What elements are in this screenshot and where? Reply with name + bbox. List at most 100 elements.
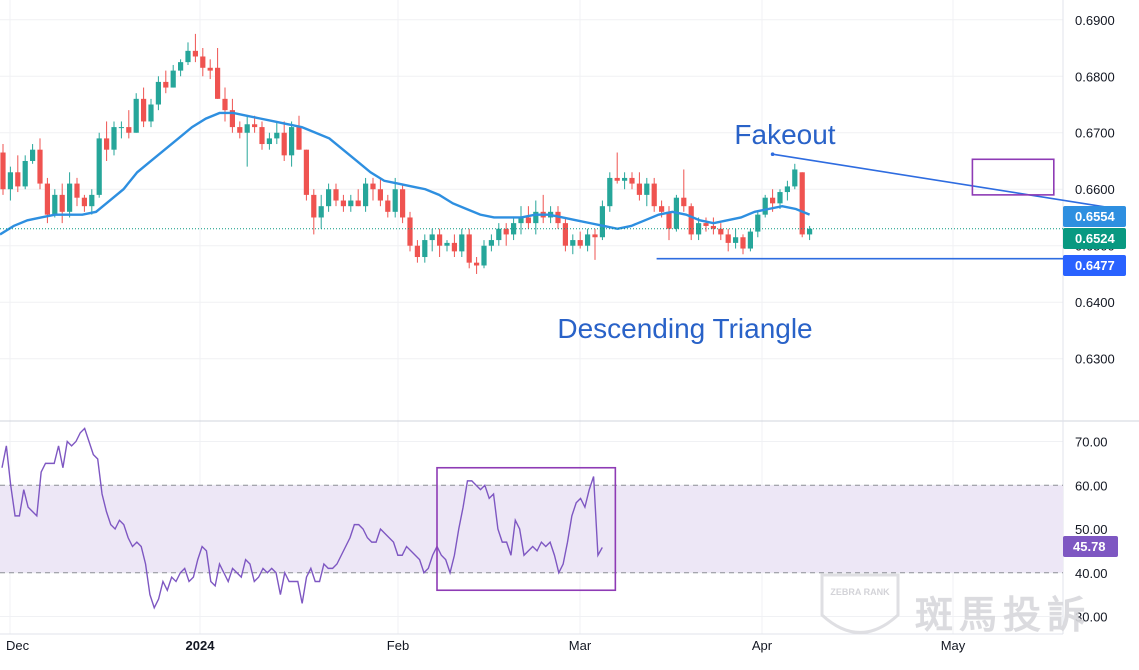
candle-body <box>0 152 6 190</box>
candle-body <box>599 206 605 238</box>
rsi-value-text: 45.78 <box>1073 539 1106 554</box>
candle-body <box>370 183 376 190</box>
price-axis: 0.69000.68000.67000.66000.65000.64000.63… <box>1075 13 1115 367</box>
fakeout-label: Fakeout <box>734 119 835 150</box>
price-tick-label: 0.6700 <box>1075 126 1115 141</box>
candle-body <box>237 127 243 133</box>
rsi-highlight-box <box>436 466 617 592</box>
candle-body <box>784 186 790 193</box>
ma-price-badge <box>1063 206 1126 227</box>
ema-line <box>0 111 1114 592</box>
candle-body <box>718 228 724 235</box>
rsi-line <box>1 427 603 610</box>
candle-body <box>577 240 583 246</box>
candle-body <box>155 81 161 105</box>
candle-body <box>81 197 87 207</box>
candle-body <box>37 149 43 184</box>
annotations: Fakeout Descending Triangle <box>557 119 835 344</box>
candle-body <box>363 183 369 207</box>
candle-body <box>762 197 768 215</box>
candle-body <box>525 217 531 224</box>
candle-body <box>570 240 576 246</box>
rsi-tick-label: 40.00 <box>1075 566 1108 581</box>
time-tick-label: Mar <box>569 638 592 653</box>
time-tick-label: Dec <box>6 638 30 653</box>
candle-body <box>296 127 302 150</box>
candle-body <box>429 234 435 241</box>
time-tick-label: May <box>941 638 966 653</box>
candle-body <box>266 138 272 145</box>
candle-body <box>733 237 739 243</box>
candle-body <box>96 138 102 195</box>
candles <box>0 33 813 274</box>
candle-body <box>333 189 339 201</box>
candle-body <box>740 237 746 249</box>
last-price-badge <box>1063 228 1126 249</box>
rsi-axis: 70.00 60.00 50.00 40.00 30.00 <box>1075 435 1108 625</box>
candle-body <box>15 172 21 187</box>
candle-body <box>244 124 250 133</box>
candle-body <box>799 172 805 235</box>
candle-body <box>259 127 265 145</box>
rsi-tick-label: 70.00 <box>1075 435 1108 450</box>
candle-body <box>355 200 361 207</box>
candle-body <box>252 124 258 128</box>
candle-body <box>481 245 487 266</box>
candle-body <box>466 234 472 263</box>
candle-body <box>592 234 598 238</box>
price-badges: 0.6554 0.6524 0.6477 45.78 <box>1063 206 1126 557</box>
candle-body <box>414 245 420 258</box>
candle-body <box>533 211 539 224</box>
candle-body <box>710 225 716 229</box>
candle-body <box>703 223 709 226</box>
candle-body <box>178 62 184 71</box>
candle-body <box>89 194 95 207</box>
rsi-tick-label: 60.00 <box>1075 478 1108 493</box>
candle-body <box>44 183 50 215</box>
candle-body <box>666 211 672 229</box>
candle-body <box>407 217 413 246</box>
candle-body <box>607 177 613 207</box>
candle-body <box>451 242 457 252</box>
candle-body <box>777 192 783 204</box>
time-axis: Dec 2024 Feb Mar Apr May <box>6 638 966 653</box>
candle-body <box>111 127 117 150</box>
candle-body <box>348 200 354 207</box>
candle-body <box>585 234 591 246</box>
candle-body <box>629 177 635 184</box>
candle-body <box>400 189 406 218</box>
candle-body <box>318 206 324 218</box>
candle-body <box>688 206 694 235</box>
candle-body <box>496 228 502 241</box>
last-price-text: 0.6524 <box>1075 231 1116 246</box>
ma-price-text: 0.6554 <box>1075 209 1116 224</box>
price-tick-label: 0.6600 <box>1075 182 1115 197</box>
candle-body <box>222 98 228 111</box>
candle-body <box>807 228 813 235</box>
candle-body <box>200 56 206 68</box>
watermark-brand: ZEBRA RANK <box>830 587 890 597</box>
support-price-badge <box>1063 255 1126 276</box>
candle-body <box>518 217 524 224</box>
candle-body <box>770 197 776 204</box>
rsi-tick-label: 30.00 <box>1075 610 1108 625</box>
candle-body <box>340 200 346 207</box>
candle-body <box>274 132 280 139</box>
candle-body <box>163 81 169 88</box>
candle-body <box>437 234 443 246</box>
candle-body <box>170 70 176 88</box>
candle-body <box>229 110 235 128</box>
candle-body <box>192 50 198 57</box>
candle-body <box>614 177 620 181</box>
price-tick-label: 0.6900 <box>1075 13 1115 28</box>
candle-body <box>133 98 139 133</box>
zebra-shield-icon <box>820 573 900 634</box>
time-tick-label: Apr <box>752 638 773 653</box>
candle-body <box>725 234 731 243</box>
candle-body <box>622 177 628 181</box>
candle-body <box>392 189 398 212</box>
candle-body <box>311 194 317 218</box>
candle-body <box>747 231 753 249</box>
support-price-text: 0.6477 <box>1075 258 1115 273</box>
candle-body <box>459 234 465 252</box>
